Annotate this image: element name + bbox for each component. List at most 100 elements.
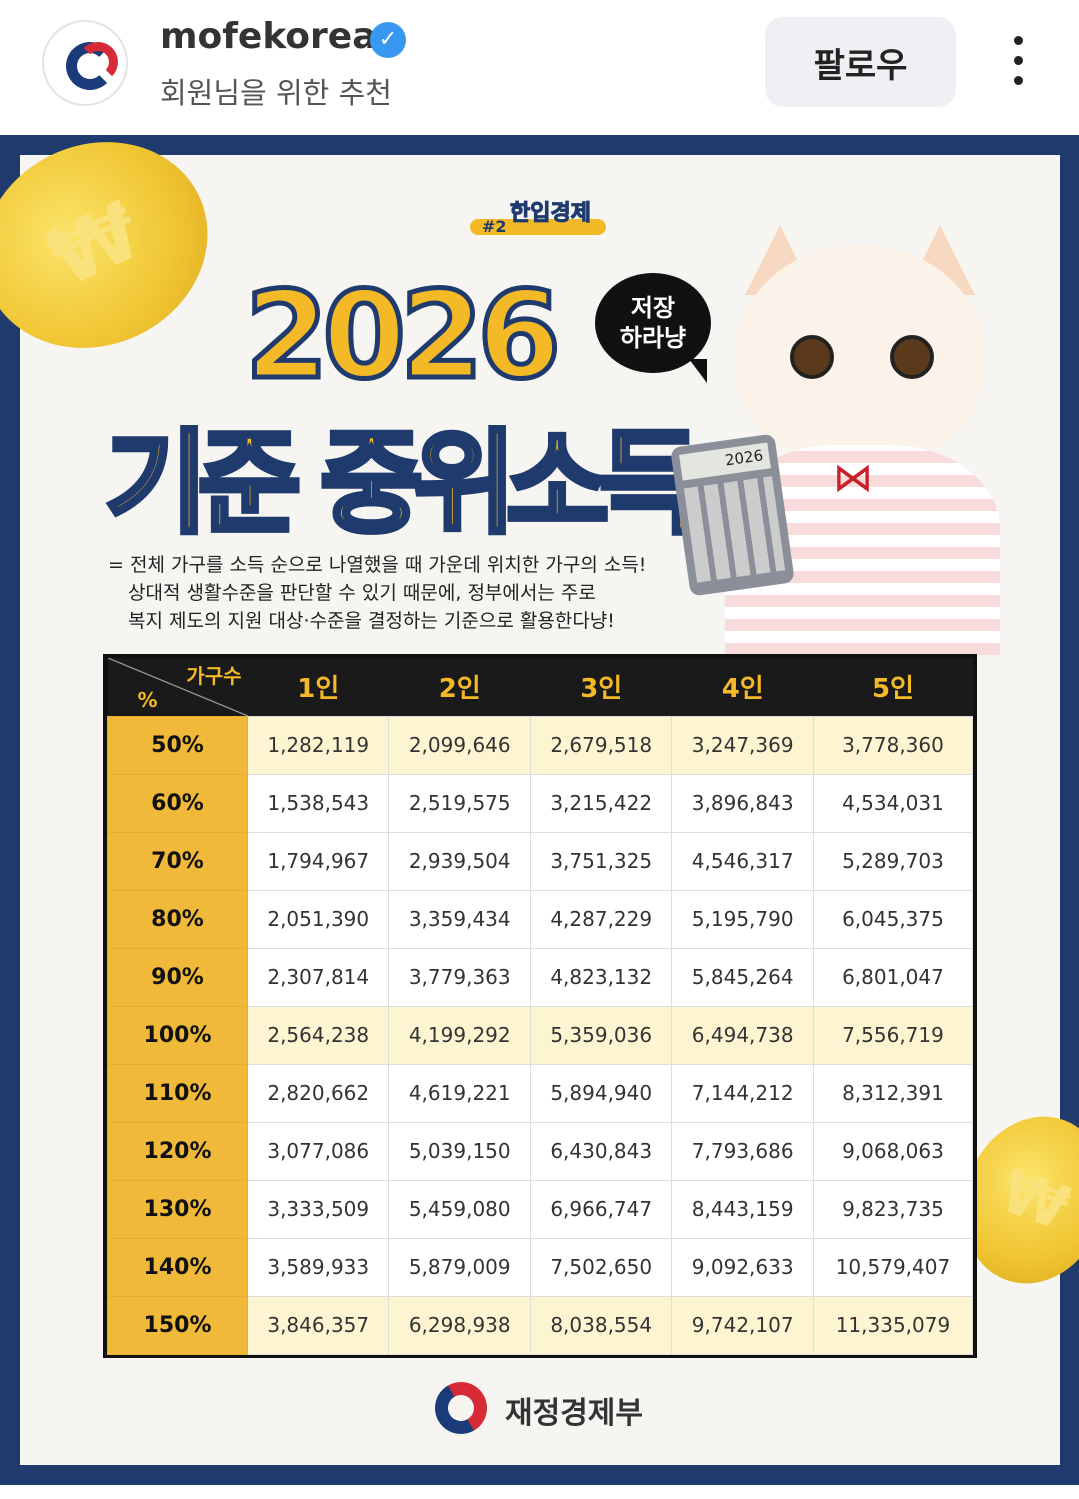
- ministry-name: 재정경제부: [505, 1396, 643, 1431]
- description-line: 상대적 생활수준을 판단할 수 있기 때문에, 정부에서는 주로: [128, 582, 596, 604]
- table-cell: 2,099,646: [388, 715, 531, 775]
- table-row: 120% 3,077,086 5,039,150 6,430,843 7,793,686…: [107, 1121, 974, 1181]
- table-row: 80% 2,051,390 3,359,434 4,287,229 5,195,790 6…: [107, 889, 974, 949]
- calculator-illustration: 2026: [670, 433, 795, 597]
- table-cell: 4,619,221: [388, 1063, 531, 1123]
- table-cell: 3,779,363: [388, 947, 531, 1007]
- table-cell: 2,564,238: [246, 1005, 390, 1065]
- title-main: 기준 중위소득: [102, 417, 704, 552]
- row-header: 100%: [107, 1005, 248, 1065]
- avatar[interactable]: [42, 20, 128, 106]
- table-cell: 8,443,159: [671, 1179, 814, 1239]
- table-cell: 6,966,747: [529, 1179, 673, 1239]
- table-cell: 9,742,107: [671, 1295, 814, 1355]
- infographic-card: ₩ ₩ 한입경제 #2 2026 기준 중위소득 저장 하라냥 ⋈ 2026 =…: [0, 105, 1079, 1465]
- table-cell: 3,589,933: [246, 1237, 390, 1297]
- badge-number: #2: [482, 217, 507, 236]
- series-badge: 한입경제 #2: [470, 195, 610, 239]
- table-row: 130% 3,333,509 5,459,080 6,966,747 8,443,159…: [107, 1179, 974, 1239]
- table-row: 100% 2,564,238 4,199,292 5,359,036 6,494,738…: [107, 1005, 974, 1065]
- median-income-table: 가구수% 1인 2인 3인 4인 5인 50% 1,282,119 2,099,64…: [103, 654, 977, 1358]
- table-cell: 2,307,814: [246, 947, 390, 1007]
- post-image: ₩ ₩ 한입경제 #2 2026 기준 중위소득 저장 하라냥 ⋈ 2026 =…: [0, 105, 1079, 1485]
- table-cell: 3,751,325: [529, 831, 673, 891]
- table-cell: 1,538,543: [246, 773, 390, 833]
- bubble-line: 하라냥: [619, 324, 687, 352]
- table-cell: 7,144,212: [671, 1063, 814, 1123]
- row-header: 80%: [107, 889, 248, 949]
- follow-button[interactable]: 팔로우: [765, 17, 956, 107]
- row-header: 110%: [107, 1063, 248, 1123]
- table-corner: 가구수%: [107, 658, 248, 716]
- table-cell: 2,051,390: [246, 889, 390, 949]
- taegeuk-icon: [425, 1372, 497, 1444]
- column-header: 5인: [813, 658, 973, 716]
- table-cell: 1,794,967: [246, 831, 390, 891]
- column-header: 1인: [247, 658, 389, 716]
- table-cell: 3,077,086: [246, 1121, 390, 1181]
- row-header: 90%: [107, 947, 248, 1007]
- table-header-row: 가구수% 1인 2인 3인 4인 5인: [107, 658, 973, 716]
- table-cell: 8,312,391: [812, 1063, 974, 1123]
- table-cell: 1,282,119: [246, 715, 390, 775]
- table-cell: 6,045,375: [812, 889, 974, 949]
- column-header: 2인: [388, 658, 531, 716]
- table-cell: 9,068,063: [812, 1121, 974, 1181]
- verified-badge-icon: ✓: [370, 22, 406, 58]
- description-line: 복지 제도의 지원 대상·수준을 결정하는 기준으로 활용한다냥!: [128, 610, 615, 632]
- table-cell: 6,801,047: [812, 947, 974, 1007]
- table-cell: 4,546,317: [671, 831, 814, 891]
- table-cell: 9,092,633: [671, 1237, 814, 1297]
- table-cell: 10,579,407: [812, 1237, 974, 1297]
- table-cell: 7,793,686: [671, 1121, 814, 1181]
- row-header: 70%: [107, 831, 248, 891]
- table-cell: 5,289,703: [812, 831, 974, 891]
- table-row: 140% 3,589,933 5,879,009 7,502,650 9,092,633…: [107, 1237, 974, 1297]
- table-cell: 3,247,369: [671, 715, 814, 775]
- more-vertical-icon[interactable]: [1000, 36, 1036, 92]
- table-cell: 5,894,940: [529, 1063, 673, 1123]
- table-cell: 3,896,843: [671, 773, 814, 833]
- row-header: 150%: [107, 1295, 248, 1355]
- table-cell: 5,195,790: [671, 889, 814, 949]
- row-header: 130%: [107, 1179, 248, 1239]
- title-year: 2026: [243, 265, 564, 409]
- row-header: 50%: [107, 715, 248, 775]
- username[interactable]: mofekorea: [160, 16, 377, 57]
- bubble-line: 저장: [630, 294, 676, 322]
- table-row: 50% 1,282,119 2,099,646 2,679,518 3,247,369 3…: [107, 715, 974, 775]
- table-cell: 7,556,719: [812, 1005, 974, 1065]
- column-header: 3인: [530, 658, 672, 716]
- table-cell: 5,039,150: [388, 1121, 531, 1181]
- table-row: 150% 3,846,357 6,298,938 8,038,554 9,742,107…: [107, 1295, 974, 1355]
- suggestion-subtitle: 회원님을 위한 추천: [160, 76, 392, 110]
- calculator-display: 2026: [679, 442, 771, 481]
- table-cell: 3,359,434: [388, 889, 531, 949]
- table-row: 90% 2,307,814 3,779,363 4,823,132 5,845,264 6…: [107, 947, 974, 1007]
- table-row: 110% 2,820,662 4,619,221 5,894,940 7,144,212…: [107, 1063, 974, 1123]
- table-cell: 4,287,229: [529, 889, 673, 949]
- table-cell: 6,298,938: [388, 1295, 531, 1355]
- table-cell: 8,038,554: [529, 1295, 673, 1355]
- description: = 전체 가구를 소득 순으로 나열했을 때 가운데 위치한 가구의 소득! 상…: [108, 551, 646, 635]
- table-cell: 2,679,518: [529, 715, 673, 775]
- table-cell: 2,939,504: [388, 831, 531, 891]
- table-cell: 6,494,738: [671, 1005, 814, 1065]
- table-cell: 4,534,031: [812, 773, 974, 833]
- table-cell: 5,459,080: [388, 1179, 531, 1239]
- table-cell: 3,778,360: [812, 715, 974, 775]
- table-row: 60% 1,538,543 2,519,575 3,215,422 3,896,843 4…: [107, 773, 974, 833]
- table-cell: 11,335,079: [812, 1295, 974, 1355]
- table-cell: 3,215,422: [529, 773, 673, 833]
- table-row: 70% 1,794,967 2,939,504 3,751,325 4,546,317 5…: [107, 831, 974, 891]
- table-cell: 6,430,843: [529, 1121, 673, 1181]
- speech-bubble: 저장 하라냥: [595, 273, 711, 383]
- row-header: 60%: [107, 773, 248, 833]
- table-cell: 5,359,036: [529, 1005, 673, 1065]
- table-cell: 3,333,509: [246, 1179, 390, 1239]
- badge-text: 한입경제: [510, 201, 592, 227]
- table-cell: 5,845,264: [671, 947, 814, 1007]
- table-cell: 5,879,009: [388, 1237, 531, 1297]
- table-cell: 7,502,650: [529, 1237, 673, 1297]
- column-header: 4인: [671, 658, 814, 716]
